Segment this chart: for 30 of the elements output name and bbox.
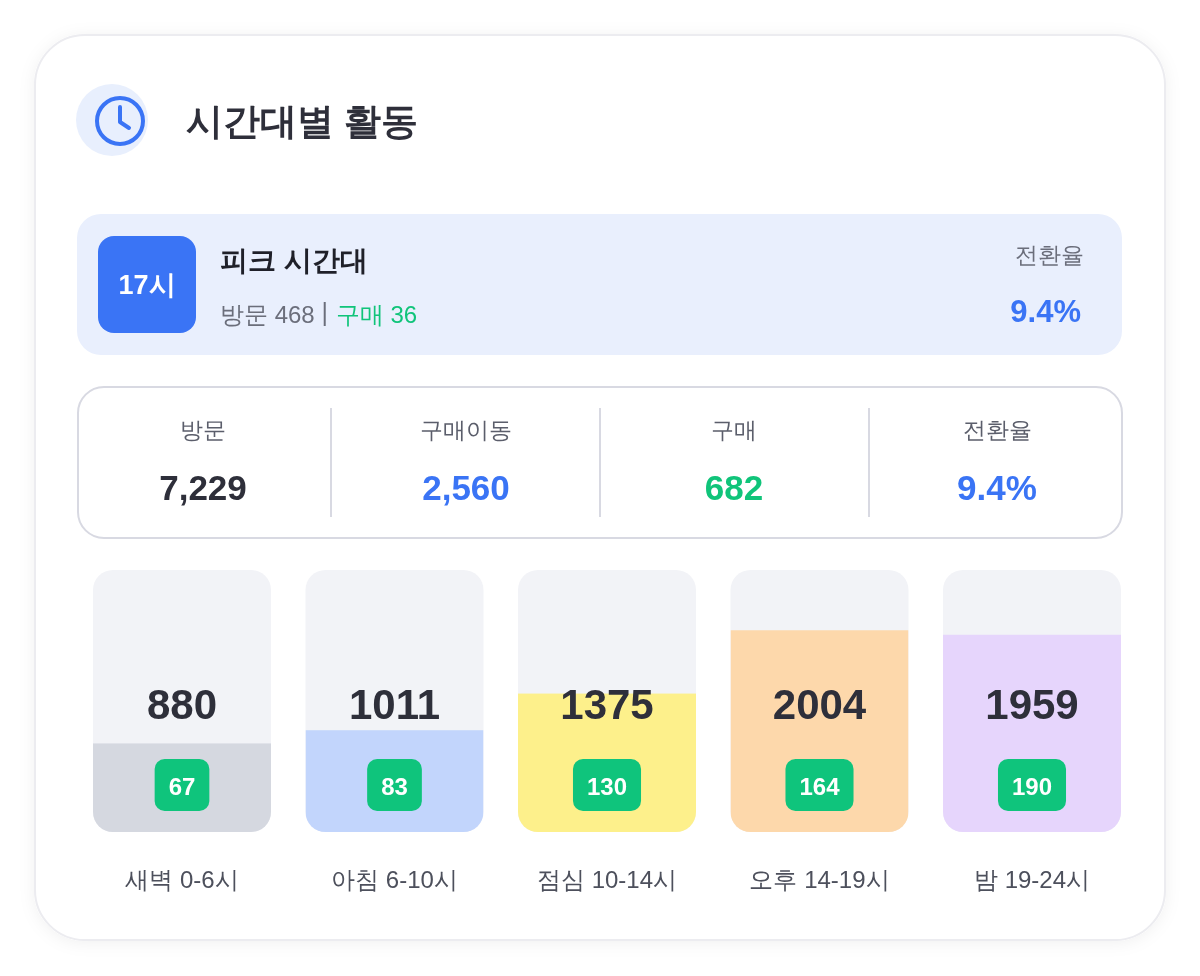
text: 피크 시간대 (220, 244, 368, 276)
data-label: 880 (146, 680, 218, 728)
text: 7,229 (159, 467, 247, 507)
text: 방문 (180, 417, 226, 443)
text: 방문 468 (220, 300, 315, 328)
text: 구매 (711, 417, 757, 443)
x-tick-label: 아침 6-10시 (331, 865, 458, 893)
data-label: 1959 (985, 680, 1079, 728)
annotation: 190 (1011, 772, 1053, 800)
x-tick-label: 새벽 0-6시 (125, 865, 239, 893)
text: 2,560 (422, 467, 510, 507)
data-label: 1011 (348, 680, 441, 728)
annotation: 83 (381, 772, 408, 800)
text: 9.4% (1010, 293, 1081, 329)
text: 구매 36 (335, 300, 418, 328)
x-tick-label: 오후 14-19시 (749, 865, 890, 893)
text: 시간대별 활동 (186, 100, 419, 142)
text: 전환율 (962, 417, 1032, 443)
data-label: 1375 (560, 680, 654, 728)
annotation: 130 (586, 772, 628, 800)
x-tick-label: 점심 10-14시 (536, 865, 678, 893)
annotation: 164 (799, 772, 841, 800)
x-tick-label: 밤 19-24시 (973, 865, 1091, 893)
text: 전환율 (1015, 242, 1084, 268)
text: 9.4% (957, 467, 1037, 507)
text: 682 (704, 467, 764, 507)
text: 17시 (118, 270, 176, 300)
text: 구매이동 (420, 417, 512, 443)
data-label: 2004 (772, 680, 867, 728)
annotation: 67 (168, 772, 196, 800)
